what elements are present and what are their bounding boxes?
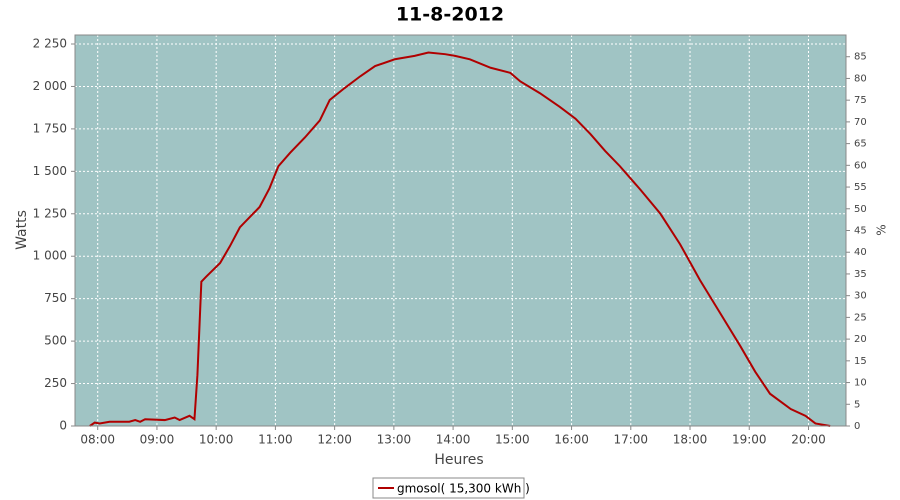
- data-line: [89, 51, 831, 427]
- x-tick-label: 15:00: [495, 433, 530, 447]
- y2-tick-label: 0: [854, 421, 860, 432]
- y-tick-label: 1 000: [33, 249, 67, 263]
- x-tick-label: 08:00: [80, 433, 115, 447]
- y2-tick-label: 30: [854, 291, 867, 302]
- y-tick-label: 1 250: [33, 206, 67, 220]
- x-tick-label: 16:00: [554, 433, 589, 447]
- y2-tick-label: 50: [854, 204, 867, 215]
- y2-tick-label: 10: [854, 378, 867, 389]
- legend-label: gmosol( 15,300 kWh ): [397, 482, 530, 496]
- y2-tick-label: 25: [854, 312, 867, 323]
- y-tick-label: 0: [59, 419, 67, 433]
- y2-tick-label: 20: [854, 334, 867, 345]
- y2-axis: 0 5 10 15 20 25 30 35 40 45 50 55 60 65 70 75 80 85: [846, 52, 867, 432]
- y2-tick-label: 80: [854, 73, 867, 84]
- chart-title: 11-8-2012: [396, 4, 504, 26]
- y2-tick-label: 70: [854, 117, 867, 128]
- y-tick-label: 2 250: [33, 36, 67, 50]
- x-tick-label: 11:00: [258, 433, 293, 447]
- y-tick-label: 1 500: [33, 164, 67, 178]
- x-tick-label: 13:00: [377, 433, 412, 447]
- y2-tick-label: 75: [854, 95, 867, 106]
- x-tick-label: 10:00: [199, 433, 234, 447]
- y-tick-label: 250: [44, 376, 67, 390]
- x-axis-label: Heures: [434, 452, 483, 468]
- x-tick-label: 17:00: [613, 433, 648, 447]
- y2-tick-label: 45: [854, 226, 867, 237]
- y2-tick-label: 35: [854, 269, 867, 280]
- plot-area: [75, 35, 846, 426]
- x-tick-label: 14:00: [436, 433, 471, 447]
- x-tick-label: 19:00: [732, 433, 767, 447]
- x-tick-label: 09:00: [140, 433, 175, 447]
- y2-tick-label: 5: [854, 399, 860, 410]
- y-tick-label: 2 000: [33, 79, 67, 93]
- y2-tick-label: 60: [854, 160, 867, 171]
- legend-box: [372, 477, 525, 499]
- y-axis-label: Watts: [14, 210, 30, 250]
- x-tick-label: 20:00: [791, 433, 826, 447]
- y2-axis-label: %: [875, 224, 889, 235]
- y-tick-label: 1 750: [33, 121, 67, 135]
- y2-tick-label: 15: [854, 356, 867, 367]
- x-tick-label: 12:00: [317, 433, 352, 447]
- y2-tick-label: 55: [854, 182, 867, 193]
- y-tick-label: 750: [44, 291, 67, 305]
- y2-tick-label: 85: [854, 52, 867, 63]
- y2-tick-label: 65: [854, 139, 867, 150]
- y2-tick-label: 40: [854, 247, 867, 258]
- x-tick-label: 18:00: [673, 433, 708, 447]
- plot-border: [74, 34, 847, 427]
- y-tick-label: 500: [44, 334, 67, 348]
